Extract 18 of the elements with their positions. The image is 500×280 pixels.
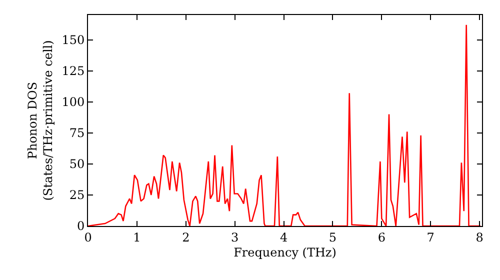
- y-tick-label: 150: [62, 33, 85, 48]
- y-axis-title: Phonon DOS (States/THz·primitive cell): [25, 40, 55, 201]
- line-series: [88, 24, 482, 226]
- y-tick-label: 125: [62, 64, 85, 78]
- x-tick-label: 3: [231, 230, 239, 244]
- x-tick-label: 2: [182, 230, 190, 244]
- x-tick-label: 5: [328, 230, 337, 244]
- y-tick-label: 25: [69, 188, 85, 202]
- x-axis-title: Frequency (THz): [234, 245, 336, 260]
- y-tick-label: 50: [69, 157, 85, 172]
- y-tick-label: 100: [62, 95, 85, 110]
- y-tick-label: 0: [76, 219, 85, 234]
- x-tick-label: 1: [133, 230, 141, 244]
- x-tick-label: 8: [476, 230, 484, 244]
- x-tick-label: 6: [378, 230, 386, 244]
- x-tick-label: 4: [280, 230, 288, 244]
- y-tick-label: 75: [69, 126, 85, 140]
- x-tick-label: 7: [426, 230, 434, 244]
